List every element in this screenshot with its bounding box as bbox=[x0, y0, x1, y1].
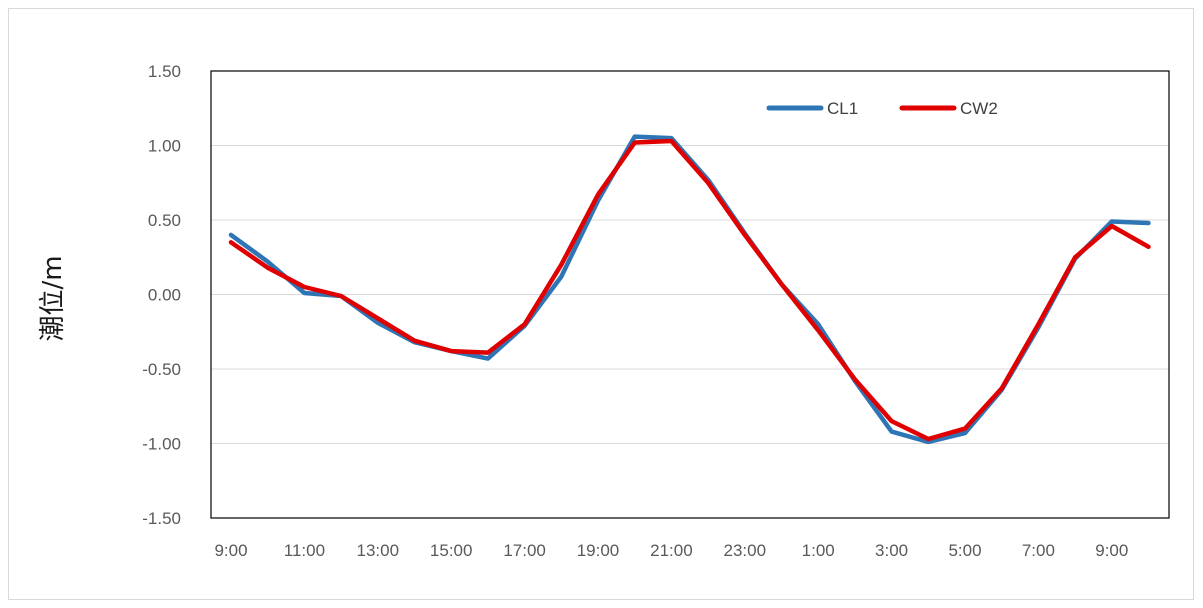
tide-chart: 1.50 1.00 0.50 0.00 -0.50 -1.00 -1.50 9:00 11:0… bbox=[38, 62, 1170, 560]
series-line-cw2 bbox=[228, 138, 1151, 442]
y-axis-title: 潮位/m bbox=[38, 255, 68, 341]
y-tick-label: 0.00 bbox=[148, 286, 181, 305]
legend-label-cl1: CL1 bbox=[827, 99, 858, 118]
x-tick-labels: 9:00 11:00 13:00 15:00 17:00 19:00 21:00 23:00 1… bbox=[214, 541, 1128, 560]
x-tick-label: 15:00 bbox=[430, 541, 473, 560]
x-tick-label: 19:00 bbox=[577, 541, 620, 560]
y-tick-labels: 1.50 1.00 0.50 0.00 -0.50 -1.00 -1.50 bbox=[142, 62, 181, 528]
x-tick-label: 3:00 bbox=[875, 541, 908, 560]
x-tick-label: 7:00 bbox=[1022, 541, 1055, 560]
chart-frame: 1.50 1.00 0.50 0.00 -0.50 -1.00 -1.50 9:00 11:0… bbox=[8, 8, 1194, 600]
x-tick-label: 17:00 bbox=[503, 541, 546, 560]
x-tick-label: 21:00 bbox=[650, 541, 693, 560]
series-lines bbox=[228, 134, 1151, 445]
x-tick-label: 1:00 bbox=[802, 541, 835, 560]
y-tick-label: 1.00 bbox=[148, 137, 181, 156]
legend-label-cw2: CW2 bbox=[960, 99, 998, 118]
y-tick-label: -1.50 bbox=[142, 509, 181, 528]
y-tick-label: -1.00 bbox=[142, 435, 181, 454]
series-line-cl1 bbox=[228, 134, 1151, 445]
y-tick-label: 0.50 bbox=[148, 211, 181, 230]
y-tick-label: -0.50 bbox=[142, 360, 181, 379]
x-tick-label: 9:00 bbox=[1095, 541, 1128, 560]
x-tick-label: 5:00 bbox=[948, 541, 981, 560]
gridlines bbox=[211, 145, 1169, 444]
x-tick-label: 11:00 bbox=[284, 541, 325, 560]
x-tick-label: 23:00 bbox=[724, 541, 767, 560]
x-tick-label: 13:00 bbox=[357, 541, 400, 560]
y-tick-label: 1.50 bbox=[148, 62, 181, 81]
plot-area-border bbox=[210, 70, 1170, 519]
x-tick-label: 9:00 bbox=[214, 541, 247, 560]
legend: CL1 CW2 bbox=[766, 99, 998, 118]
